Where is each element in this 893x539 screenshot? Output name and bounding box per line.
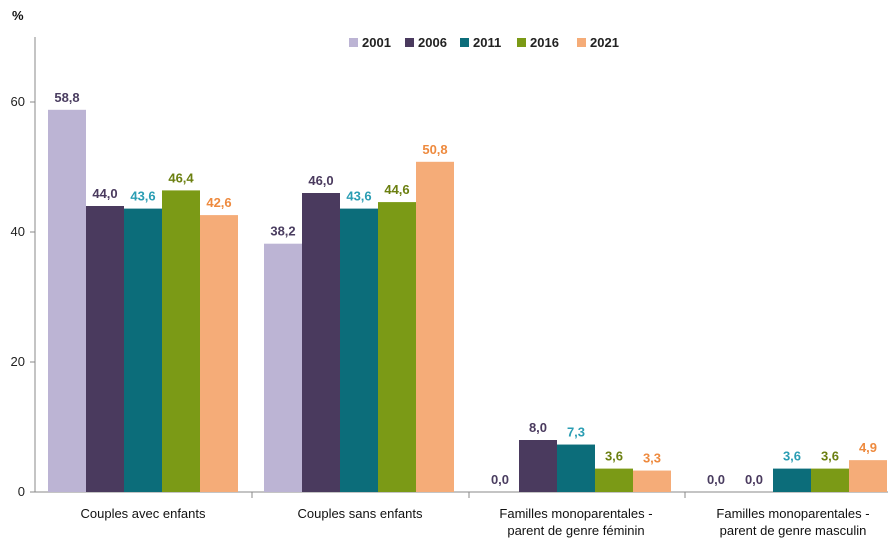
legend-swatch — [460, 38, 469, 47]
data-label: 8,0 — [529, 420, 547, 435]
category-label: Couples sans enfants — [297, 506, 423, 521]
data-label: 58,8 — [54, 90, 79, 105]
y-tick-label: 40 — [11, 224, 25, 239]
legend: 2001 2006 2011 2016 2021 — [349, 35, 619, 50]
data-label: 0,0 — [491, 472, 509, 487]
data-label: 46,4 — [168, 170, 194, 185]
bar — [773, 468, 811, 492]
y-tick-label: 20 — [11, 354, 25, 369]
y-tick-label: 60 — [11, 94, 25, 109]
category-label: Couples avec enfants — [80, 506, 206, 521]
legend-label: 2001 — [362, 35, 391, 50]
data-label: 3,3 — [643, 451, 661, 466]
data-label: 3,6 — [605, 449, 623, 464]
category-label: Familles monoparentales -parent de genre… — [499, 506, 652, 538]
data-label: 4,9 — [859, 440, 877, 455]
bar — [340, 208, 378, 492]
legend-swatch — [349, 38, 358, 47]
y-axis-unit: % — [12, 8, 24, 23]
data-label: 3,6 — [821, 449, 839, 464]
legend-label: 2021 — [590, 35, 619, 50]
data-label: 3,6 — [783, 449, 801, 464]
y-tick-label: 0 — [18, 484, 25, 499]
data-label: 43,6 — [346, 189, 371, 204]
bar — [519, 440, 557, 492]
bars — [48, 109, 887, 493]
data-labels: 58,8 44,0 43,6 46,4 42,6 38,2 46,0 43,6 44,6 50,8… — [54, 90, 877, 487]
data-label: 50,8 — [422, 142, 447, 157]
y-axis-ticks: 0 20 40 60 — [11, 94, 35, 499]
bar — [811, 468, 849, 492]
legend-label: 2016 — [530, 35, 559, 50]
bar — [378, 202, 416, 492]
legend-label: 2006 — [418, 35, 447, 50]
legend-label: 2011 — [473, 35, 501, 50]
bar — [849, 460, 887, 492]
category-labels: Couples avec enfants Couples sans enfants… — [80, 506, 869, 538]
data-label: 0,0 — [707, 472, 725, 487]
data-label: 46,0 — [308, 173, 333, 188]
data-label: 43,6 — [130, 189, 155, 204]
bar — [200, 215, 238, 492]
bar — [162, 190, 200, 492]
legend-swatch — [517, 38, 526, 47]
bar — [595, 468, 633, 492]
bar — [264, 243, 302, 492]
bar — [416, 161, 454, 493]
data-label: 38,2 — [270, 224, 295, 239]
bar — [302, 193, 340, 492]
legend-swatch — [577, 38, 586, 47]
bar — [633, 470, 671, 492]
data-label: 42,6 — [206, 195, 231, 210]
data-label: 7,3 — [567, 425, 585, 440]
legend-swatch — [405, 38, 414, 47]
data-label: 44,0 — [92, 186, 117, 201]
data-label: 0,0 — [745, 472, 763, 487]
bar — [557, 444, 595, 492]
bar — [48, 109, 86, 493]
bar — [124, 208, 162, 492]
bar — [86, 206, 124, 492]
category-label: Familles monoparentales -parent de genre… — [716, 506, 869, 538]
data-label: 44,6 — [384, 182, 409, 197]
